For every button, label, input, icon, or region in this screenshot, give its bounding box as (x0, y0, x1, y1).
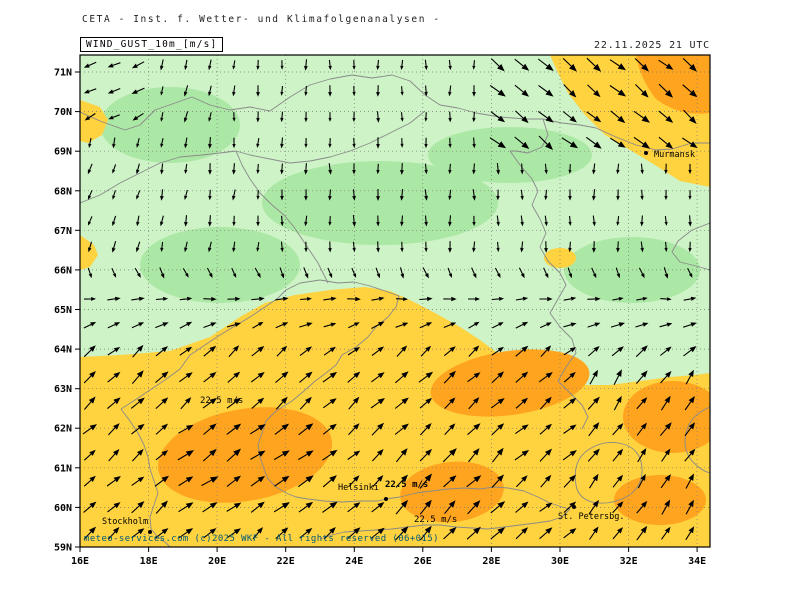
lake-onega (684, 406, 710, 474)
border-norway-russia (510, 118, 549, 154)
axis-labels: 71N 70N 69N 68N 67N 66N 65N 64N 63N 62N 61N 60N 59N 1… (54, 68, 706, 568)
coastlines (80, 74, 710, 547)
institute-header: CETA - Inst. f. Wetter- und Klimafolgena… (82, 14, 441, 25)
city-label: Stockholm (102, 517, 148, 527)
border-finland-russia (509, 150, 589, 430)
city-dot (148, 530, 152, 534)
shading-orange-corner (636, 55, 710, 114)
variable-title-box: WIND_GUST_10m_[m/s] (80, 37, 224, 52)
lon-label: 32E (620, 556, 638, 567)
shading-green-patch (100, 87, 240, 163)
lon-label: 30E (551, 556, 569, 567)
shading-yellow-left (80, 100, 108, 143)
lon-label: 26E (414, 556, 432, 567)
shading-green-patch (140, 227, 300, 303)
shading-orange-blob (623, 381, 710, 453)
gust-value-label: 22.5 m/s (414, 515, 457, 525)
wind-arrows (82, 57, 698, 541)
lon-label: 18E (140, 556, 158, 567)
city-label: St. Petersbg. (558, 512, 625, 522)
lat-label: 71N (54, 68, 72, 79)
coastline-sweden (120, 408, 171, 547)
lat-label: 69N (54, 147, 72, 158)
lon-label: 20E (208, 556, 226, 567)
city-markers: Murmansk Stockholm Helsinki St. Petersbg. (102, 150, 695, 534)
city-dot (384, 497, 388, 501)
copyright-text: meteo-services.com (c)2025 WKF - All rig… (84, 534, 439, 544)
gust-value-label: 22.5 m/s (200, 396, 243, 406)
lat-label: 68N (54, 186, 72, 197)
lat-label: 61N (54, 463, 72, 474)
coastline-baltic (120, 279, 571, 540)
lat-label: 67N (54, 226, 72, 237)
datetime-label: 22.11.2025 21 UTC (594, 40, 710, 51)
lat-label: 65N (54, 305, 72, 316)
border-sweden-finland (235, 150, 329, 284)
gust-annotations: 22.5 m/s 22.5 m/s 22.5 m/s (200, 396, 457, 525)
lat-label: 70N (54, 107, 72, 118)
gust-value-label: 22.5 m/s (385, 480, 428, 490)
lon-label: 22E (277, 556, 295, 567)
lon-label: 16E (71, 556, 89, 567)
lat-label: 64N (54, 345, 72, 356)
lat-label: 63N (54, 384, 72, 395)
lon-label: 34E (688, 556, 706, 567)
lon-label: 24E (345, 556, 363, 567)
shading-orange-blob (614, 475, 706, 525)
lat-label: 62N (54, 424, 72, 435)
lon-label: 28E (482, 556, 500, 567)
lat-label: 59N (54, 543, 72, 554)
variable-title: WIND_GUST_10m_[m/s] (86, 39, 218, 50)
border-norway-finland (80, 110, 426, 204)
lat-label: 60N (54, 503, 72, 514)
wind-arrow-shafts (82, 57, 692, 541)
shading-yellow-left2 (80, 235, 98, 270)
map-frame (79, 54, 711, 548)
city-label: Helsinki (338, 483, 379, 493)
city-dot (572, 505, 576, 509)
shading-green-patch (428, 127, 592, 183)
gust-shading (80, 55, 710, 547)
city-dot (644, 151, 648, 155)
shading-yellow-spot (544, 248, 576, 268)
coastline-barents (80, 74, 710, 151)
city-label: Murmansk (654, 150, 695, 160)
lake-ladoga (574, 441, 643, 504)
lat-label: 66N (54, 265, 72, 276)
shading-green-patch (262, 161, 498, 245)
shading-orange-blob (157, 407, 333, 503)
